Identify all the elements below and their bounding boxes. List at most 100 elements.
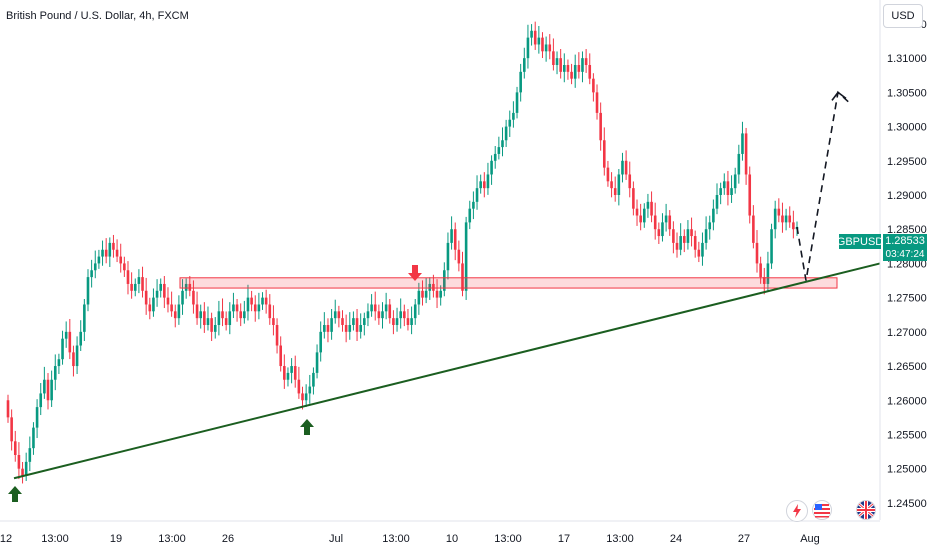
price-axis[interactable]: 1.315001.310001.305001.300001.295001.290… [887,19,927,510]
candle-body [606,167,610,182]
candle-body [97,256,101,264]
candle-body [163,283,166,298]
price-tick-label: 1.27500 [887,293,927,305]
candle-body [17,455,21,469]
candle-body [552,51,555,65]
candle-body [366,311,370,319]
lightning-icon[interactable] [786,500,808,522]
candle-body [137,277,141,284]
candle-body [621,160,624,175]
candle-body [635,208,639,216]
candle-body [246,297,250,312]
candle-body [53,366,57,380]
candle-body [290,366,293,373]
candle-body [748,174,752,216]
candle-body [570,71,573,79]
currency-button[interactable]: USD [883,4,923,28]
uk-flag-glyph [856,500,876,520]
time-tick-label: 24 [670,533,682,545]
price-tick-label: 1.27000 [887,327,927,339]
candle-body [221,311,224,319]
candle-body [686,229,690,243]
candle-body [421,290,424,298]
candle-body [72,352,75,367]
time-axis[interactable]: 12 13:00 19 13:00 26 Jul 13:00 10 13:00 17 13:00 24… [0,533,820,545]
candle-body [377,311,381,319]
price-tick-label: 1.30000 [887,122,927,134]
candle-body [472,201,475,209]
candle-body [617,174,621,195]
candle-body [195,304,199,319]
time-tick-label: 13:00 [606,533,634,545]
time-tick-label: 17 [558,533,570,545]
candle-body [93,263,97,271]
price-tag: GBPUSD 1.28533 03:47:24 [837,234,927,262]
candle-body [464,222,468,291]
candle-body [483,181,486,189]
candle-body [384,304,388,312]
time-tick-label: 13:00 [158,533,186,545]
candle-body [403,311,406,319]
candle-body [104,249,108,257]
candle-body [13,441,17,455]
candle-body [6,400,10,418]
candle-body [123,263,126,271]
candle-body [446,242,450,271]
candle-body [381,311,384,319]
candle-body [475,188,479,202]
candle-body [235,304,239,312]
candle-body [315,352,319,373]
candle-body [90,270,93,278]
us-flag-icon[interactable] [812,500,832,520]
candle-body [257,304,261,312]
time-tick-label: 10 [446,533,458,545]
candle-body [388,304,392,319]
candle-body [250,297,253,305]
time-tick-label: Jul [329,533,343,545]
time-tick-label: Aug [800,533,820,545]
candle-body [417,290,421,305]
projection-arrowhead [831,91,847,101]
candle-body [650,201,653,216]
candle-body [312,372,315,387]
candle-body [112,242,115,250]
candles-layer [6,21,799,484]
candle-body [203,311,206,325]
candle-body [541,37,544,52]
candle-body [355,318,359,332]
candle-body [486,174,490,189]
candle-body [730,188,733,195]
candle-body [592,78,595,93]
candle-body [755,242,759,264]
price-tick-label: 1.29500 [887,156,927,168]
uk-flag-icon[interactable] [856,500,876,520]
candle-body [657,229,661,237]
price-tick-label: 1.28500 [887,224,927,236]
candle-body [432,283,435,291]
candle-body [268,304,272,319]
candle-body [406,318,410,325]
price-tick-label: 1.25500 [887,429,927,441]
time-tick-label: 13:00 [41,533,69,545]
candle-body [108,242,112,257]
candle-body [130,283,133,291]
time-tick-label: 13:00 [382,533,410,545]
candle-body [155,290,159,298]
candle-body [497,147,501,154]
candle-body [744,133,748,175]
candle-body [46,379,50,401]
candle-body [297,379,301,394]
candle-body [126,270,130,284]
candle-body [330,318,333,332]
candle-body [693,236,697,250]
candle-body [348,325,352,332]
candle-body [392,318,395,325]
candle-body [595,92,599,113]
candle-body [577,65,581,72]
candle-body [144,290,148,305]
candle-body [697,249,701,257]
candle-body [68,331,72,353]
candle-body [573,65,577,79]
candle-body [213,325,217,332]
